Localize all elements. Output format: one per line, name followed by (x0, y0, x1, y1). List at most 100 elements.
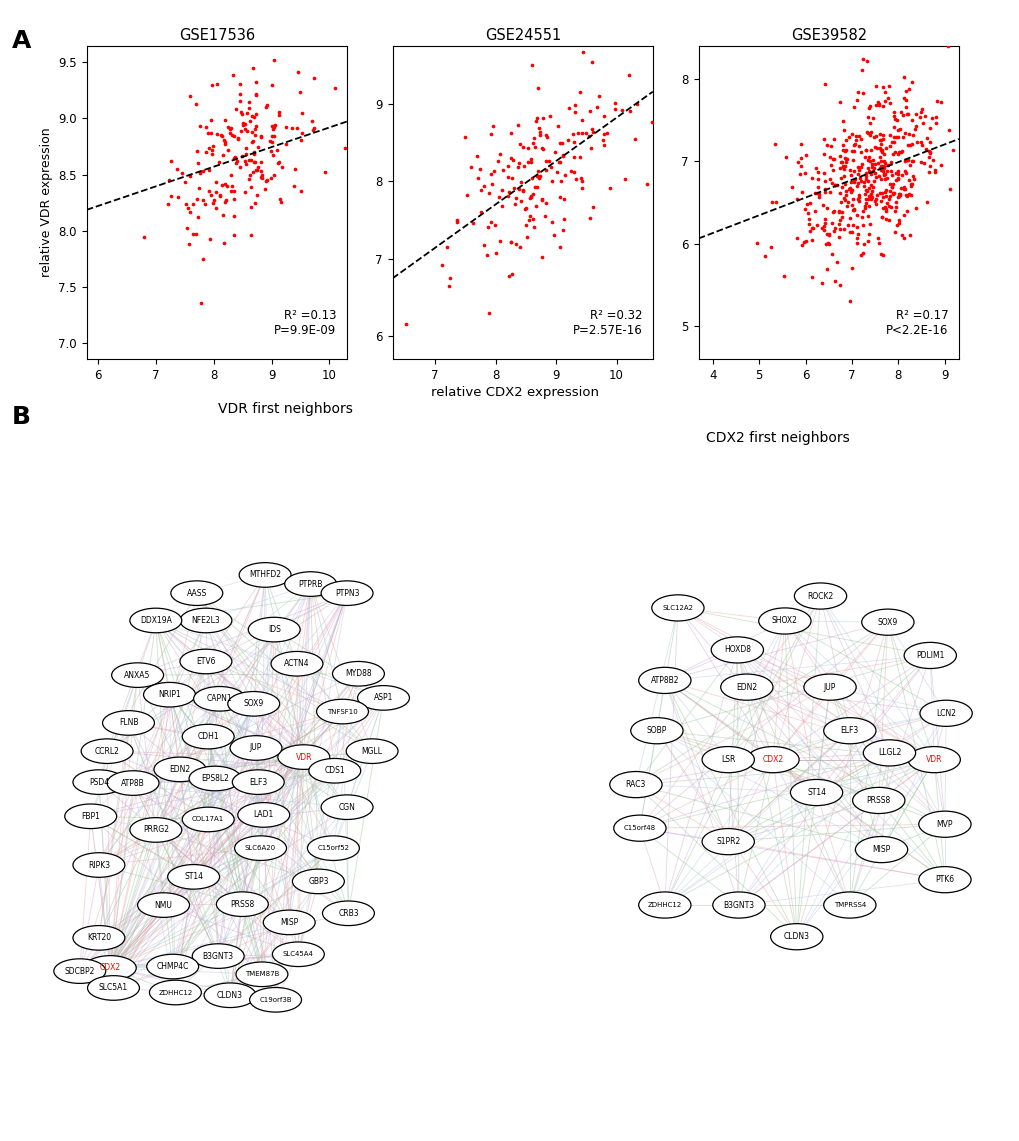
Point (264, 75, 280, 94)
Point (249, 186, 265, 204)
Point (869, 154, 886, 172)
Point (858, 123, 874, 141)
Point (493, 197, 510, 216)
Point (857, 167, 873, 185)
Point (531, 169, 547, 187)
Point (543, 213, 559, 232)
Text: R² =0.17
P<2.2E-16: R² =0.17 P<2.2E-16 (886, 309, 948, 338)
Point (518, 216, 534, 234)
Point (804, 219, 820, 237)
Point (815, 179, 832, 197)
Text: ATP8B2: ATP8B2 (650, 675, 679, 685)
Point (502, 124, 519, 143)
Point (882, 177, 899, 195)
Text: SLC12A2: SLC12A2 (661, 605, 693, 610)
Point (845, 151, 861, 169)
Point (184, 195, 201, 213)
Point (890, 187, 906, 205)
Point (872, 143, 889, 161)
Ellipse shape (235, 962, 287, 987)
Point (237, 184, 254, 202)
Ellipse shape (107, 771, 159, 795)
Point (834, 203, 850, 221)
Point (246, 108, 262, 127)
Point (932, 156, 949, 175)
Ellipse shape (358, 686, 409, 710)
Point (837, 153, 853, 171)
Point (231, 157, 248, 176)
Text: RIPK3: RIPK3 (88, 860, 110, 869)
Point (861, 126, 877, 144)
Point (264, 128, 280, 146)
Point (227, 154, 244, 172)
Point (226, 147, 243, 165)
Ellipse shape (179, 649, 231, 673)
Point (871, 130, 888, 148)
Text: ATP8B: ATP8B (121, 778, 145, 787)
Point (247, 126, 263, 144)
Point (825, 202, 842, 220)
Ellipse shape (823, 718, 875, 744)
Ellipse shape (129, 608, 181, 633)
Point (233, 103, 250, 121)
Text: IDS: IDS (268, 625, 280, 634)
Point (880, 196, 897, 215)
Ellipse shape (770, 924, 822, 949)
Point (265, 167, 281, 185)
Point (881, 126, 898, 144)
Point (815, 130, 832, 148)
Point (492, 232, 508, 250)
Point (898, 152, 914, 170)
Point (317, 163, 333, 181)
Point (548, 162, 565, 180)
Point (270, 106, 286, 124)
Point (476, 177, 492, 195)
Point (448, 210, 465, 228)
Point (897, 186, 913, 204)
Point (850, 192, 866, 210)
Point (892, 179, 908, 197)
Point (762, 238, 779, 257)
Ellipse shape (613, 815, 665, 841)
Ellipse shape (852, 787, 904, 814)
Point (867, 96, 883, 114)
Ellipse shape (250, 987, 302, 1012)
Text: SHOX2: SHOX2 (771, 616, 797, 625)
Point (886, 185, 902, 203)
Point (827, 176, 844, 194)
Point (908, 132, 924, 151)
Point (843, 259, 859, 277)
Ellipse shape (609, 771, 661, 798)
Point (851, 127, 867, 145)
Point (895, 128, 911, 146)
Point (903, 186, 919, 204)
Point (917, 139, 933, 157)
Point (589, 98, 605, 116)
Point (828, 253, 845, 272)
Point (254, 165, 270, 184)
Point (920, 141, 936, 160)
Point (763, 193, 780, 211)
Ellipse shape (855, 836, 907, 863)
Ellipse shape (862, 739, 915, 766)
Point (898, 163, 914, 181)
Point (852, 172, 868, 191)
Text: AASS: AASS (186, 589, 207, 598)
Point (220, 118, 236, 136)
Point (850, 82, 866, 100)
Point (595, 136, 611, 154)
Point (849, 90, 865, 108)
Text: LCN2: LCN2 (935, 709, 955, 718)
Point (798, 195, 814, 213)
Point (293, 124, 310, 143)
Point (236, 120, 253, 138)
Point (900, 105, 916, 123)
Point (283, 119, 300, 137)
Point (890, 165, 906, 184)
Point (809, 163, 825, 181)
Point (397, 315, 414, 333)
Point (813, 274, 829, 292)
Point (212, 186, 228, 204)
Point (895, 228, 911, 246)
Point (917, 193, 933, 211)
